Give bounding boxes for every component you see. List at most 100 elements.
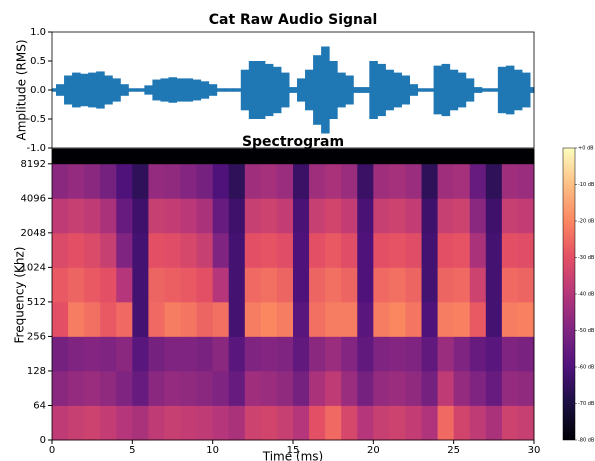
heatmap-cell xyxy=(148,233,164,268)
heatmap-cell xyxy=(518,198,534,233)
heatmap-cell xyxy=(389,302,405,337)
heatmap-cell xyxy=(197,371,213,406)
heatmap-cell xyxy=(389,267,405,302)
heatmap-cell xyxy=(116,267,132,302)
waveform-segment xyxy=(329,61,338,119)
heatmap-cell xyxy=(422,336,438,371)
heatmap-cell xyxy=(148,336,164,371)
waveform-segment xyxy=(80,74,89,106)
heatmap-cell xyxy=(164,267,180,302)
heatmap-cell xyxy=(422,405,438,440)
heatmap-cell xyxy=(132,371,148,406)
waveform-segment xyxy=(273,67,282,113)
heatmap-cell xyxy=(116,371,132,406)
heatmap-cell xyxy=(197,405,213,440)
heatmap-cell xyxy=(229,198,245,233)
heatmap-cell xyxy=(486,164,502,199)
heatmap-cell xyxy=(389,371,405,406)
heatmap-cell xyxy=(502,149,518,164)
waveform-segment xyxy=(281,73,290,108)
heatmap-cell xyxy=(502,233,518,268)
heatmap-cell xyxy=(84,149,100,164)
heatmap-cell xyxy=(277,149,293,164)
waveform-segment xyxy=(466,78,475,101)
heatmap-cell xyxy=(357,405,373,440)
heatmap-cell xyxy=(341,233,357,268)
heatmap-cell xyxy=(261,405,277,440)
heatmap-cell xyxy=(470,149,486,164)
heatmap-cell xyxy=(277,371,293,406)
heatmap-layer xyxy=(52,149,534,440)
heatmap-cell xyxy=(132,198,148,233)
heatmap-cell xyxy=(325,302,341,337)
heatmap-cell xyxy=(389,198,405,233)
heatmap-cell xyxy=(405,302,421,337)
heatmap-cell xyxy=(68,164,84,199)
waveform-segment xyxy=(506,66,515,115)
heatmap-cell xyxy=(229,302,245,337)
heatmap-cell xyxy=(357,302,373,337)
waveform-segment xyxy=(128,88,137,91)
heatmap-cell xyxy=(84,198,100,233)
heatmap-cell xyxy=(164,371,180,406)
y-tick-label: 8192 xyxy=(21,159,46,170)
waveform-segment xyxy=(409,84,418,96)
heatmap-cell xyxy=(422,198,438,233)
heatmap-cell xyxy=(84,233,100,268)
heatmap-cell xyxy=(164,233,180,268)
heatmap-cell xyxy=(518,371,534,406)
heatmap-cell xyxy=(502,371,518,406)
y-tick-label: 0.5 xyxy=(30,56,46,67)
waveform-segment xyxy=(418,88,427,91)
heatmap-cell xyxy=(261,149,277,164)
waveform-segment xyxy=(217,88,226,91)
heatmap-cell xyxy=(245,302,261,337)
y-tick-label: 0 xyxy=(40,435,46,446)
heatmap-cell xyxy=(84,302,100,337)
heatmap-cell xyxy=(454,233,470,268)
heatmap-cell xyxy=(309,267,325,302)
heatmap-cell xyxy=(405,267,421,302)
heatmap-cell xyxy=(68,198,84,233)
waveform-segment xyxy=(353,87,362,93)
waveform-segment xyxy=(337,73,346,108)
heatmap-cell xyxy=(438,267,454,302)
waveform-segment xyxy=(257,61,266,119)
heatmap-cell xyxy=(277,267,293,302)
heatmap-cell xyxy=(100,267,116,302)
heatmap-cell xyxy=(357,233,373,268)
heatmap-cell xyxy=(405,405,421,440)
waveform-segment xyxy=(297,78,306,101)
heatmap-cell xyxy=(486,233,502,268)
heatmap-cell xyxy=(197,336,213,371)
waveform-segment xyxy=(160,78,169,101)
heatmap-cell xyxy=(454,302,470,337)
heatmap-cell xyxy=(518,405,534,440)
heatmap-cell xyxy=(405,233,421,268)
heatmap-cell xyxy=(181,371,197,406)
heatmap-cell xyxy=(454,405,470,440)
chart: -1.0-0.50.00.51.005101520253006412825651… xyxy=(0,0,595,461)
waveform-segment xyxy=(136,88,145,91)
heatmap-cell xyxy=(100,198,116,233)
x-tick-label: 20 xyxy=(367,445,380,456)
colorbar-tick-label: +0 dB xyxy=(578,146,594,152)
heatmap-cell xyxy=(100,149,116,164)
waveform-segment xyxy=(514,70,523,111)
heatmap-cell xyxy=(309,336,325,371)
heatmap-cell xyxy=(470,405,486,440)
colorbar-tick-label: -10 dB xyxy=(578,182,595,188)
heatmap-cell xyxy=(100,302,116,337)
heatmap-cell xyxy=(502,302,518,337)
colorbar-tick-label: -20 dB xyxy=(578,219,595,225)
colorbar-tick-label: -50 dB xyxy=(578,328,595,334)
waveform-segment xyxy=(64,76,73,105)
waveform-segment xyxy=(313,55,322,125)
heatmap-cell xyxy=(438,233,454,268)
heatmap-cell xyxy=(293,267,309,302)
colorbar-tick-label: -40 dB xyxy=(578,292,595,298)
heatmap-cell xyxy=(454,164,470,199)
heatmap-cell xyxy=(229,267,245,302)
heatmap-cell xyxy=(373,405,389,440)
heatmap-cell xyxy=(181,267,197,302)
